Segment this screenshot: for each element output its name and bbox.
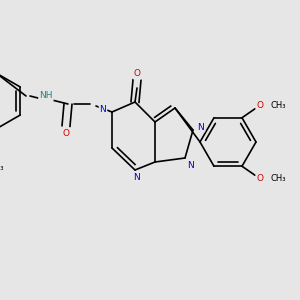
Text: O: O [256,101,263,110]
Text: O: O [134,70,140,79]
Text: NH: NH [39,92,53,100]
Text: CH₃: CH₃ [270,101,286,110]
Text: O: O [256,174,263,183]
Text: N: N [187,161,194,170]
Text: N: N [100,104,106,113]
Text: N: N [198,122,204,131]
Text: CH₃: CH₃ [270,174,286,183]
Text: N: N [134,173,140,182]
Text: O: O [62,128,70,137]
Text: CH₃: CH₃ [0,163,4,172]
